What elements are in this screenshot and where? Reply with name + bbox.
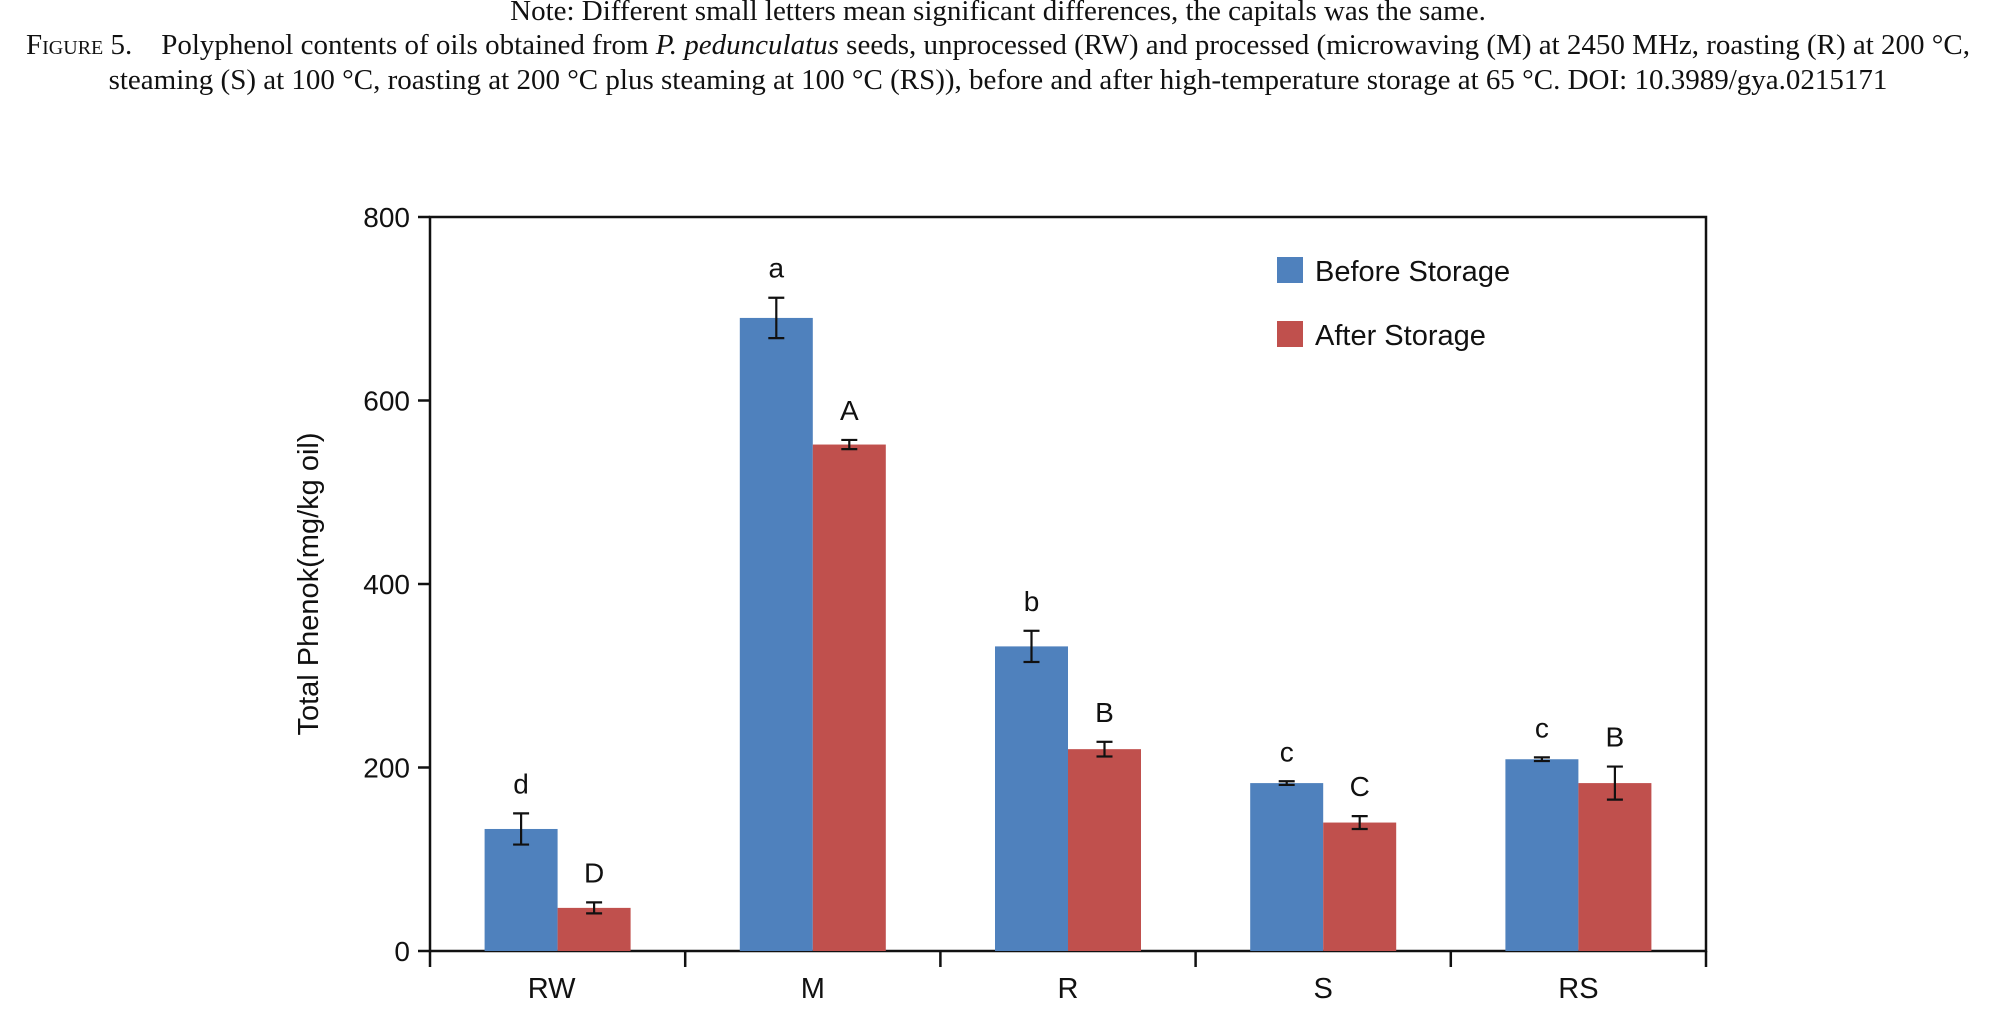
significance-letter: C [1350, 771, 1370, 802]
bar-before-r [995, 646, 1068, 951]
caption-part-2: seeds, unprocessed (RW) and processed (m… [108, 29, 1970, 96]
significance-letter: c [1535, 712, 1549, 743]
caption-part-1: Polyphenol contents of oils obtained fro… [161, 29, 656, 61]
significance-letter: A [840, 395, 859, 426]
significance-letter: D [584, 857, 604, 888]
significance-letter: a [769, 253, 785, 284]
bar-before-s [1250, 783, 1324, 951]
x-tick-label: RS [1558, 973, 1598, 1005]
y-tick-label: 400 [363, 569, 410, 600]
bar-after-r [1068, 749, 1141, 951]
significance-letter: B [1095, 697, 1114, 728]
bar-before-m [739, 317, 813, 951]
legend-swatch [1277, 257, 1303, 283]
bar-after-rw [557, 907, 631, 951]
caption-species: P. pedunculatus [655, 29, 839, 61]
y-tick-label: 200 [363, 753, 410, 784]
legend-label: Before Storage [1315, 256, 1510, 288]
figure-caption: Note: Different small letters mean signi… [0, 0, 1996, 98]
bar-before-rw [484, 828, 558, 951]
x-tick-label: RW [528, 973, 576, 1005]
bar-after-m [812, 444, 886, 951]
y-tick-label: 0 [394, 936, 410, 967]
caption-text: Figure 5. Polyphenol contents of oils ob… [0, 28, 1996, 98]
bar-chart: 0 200 400 600 800 Total Phenok(mg/kg oil) RW d D… [293, 202, 1708, 1005]
bar-after-s [1323, 822, 1397, 951]
x-tick-label: S [1314, 973, 1333, 1005]
caption-note: Note: Different small letters mean signi… [510, 0, 1486, 27]
significance-letter: d [513, 768, 529, 799]
significance-letter: c [1280, 736, 1294, 767]
legend-label: After Storage [1315, 320, 1486, 352]
figure-label: Figure 5. [26, 29, 133, 61]
bar-before-rs [1505, 759, 1579, 951]
bar-after-rs [1578, 783, 1652, 951]
y-tick-label: 600 [363, 386, 410, 417]
x-tick-label: R [1058, 973, 1079, 1005]
x-tick-label: M [801, 973, 825, 1005]
y-axis-label: Total Phenok(mg/kg oil) [293, 432, 325, 735]
significance-letter: B [1606, 722, 1625, 753]
y-tick-label: 800 [363, 202, 410, 233]
legend-swatch [1277, 321, 1303, 347]
significance-letter: b [1024, 586, 1040, 617]
